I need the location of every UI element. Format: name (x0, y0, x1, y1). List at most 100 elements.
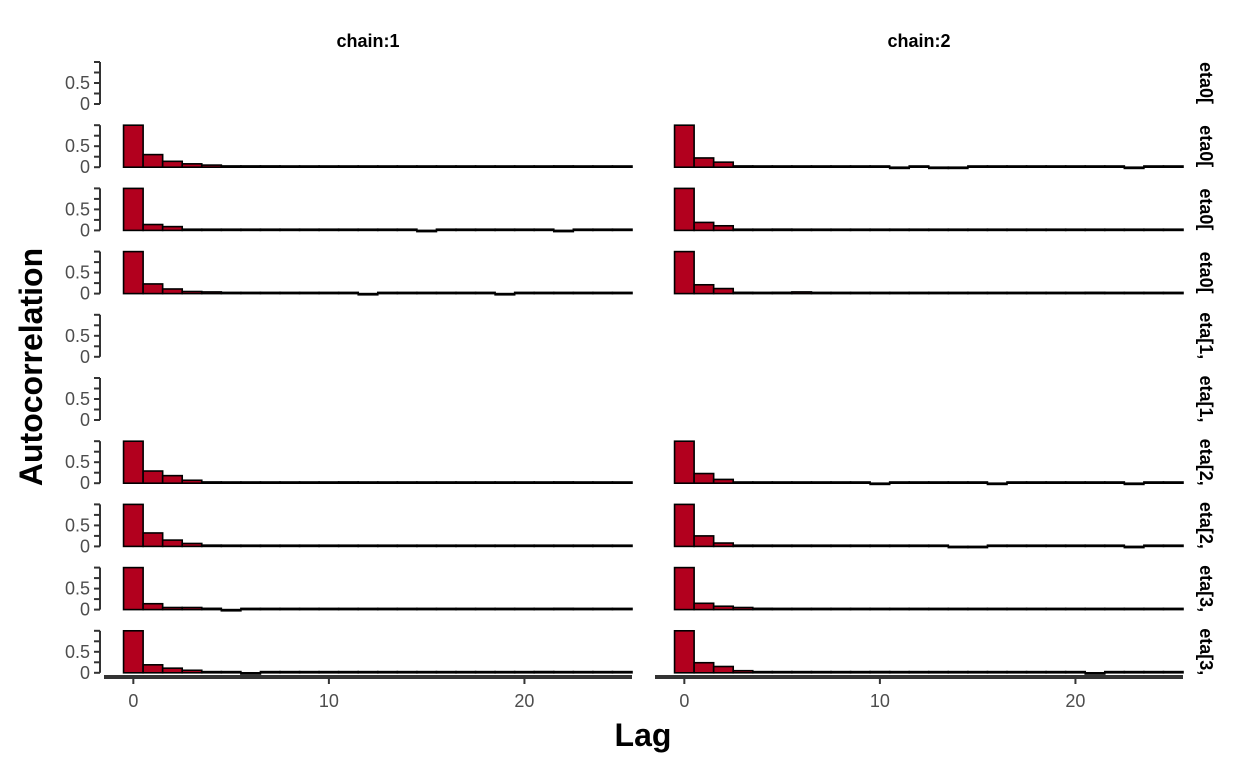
y-tick-label: 0 (80, 220, 90, 240)
column-strip-label: chain:1 (336, 31, 399, 51)
acf-bar (1006, 544, 1028, 548)
acf-bar (1045, 165, 1067, 169)
acf-bar (1123, 545, 1145, 549)
acf-bar (1123, 482, 1145, 486)
acf-bar (396, 607, 418, 611)
acf-bar (298, 544, 320, 548)
acf-bar (1103, 670, 1126, 674)
acf-bar (435, 228, 457, 232)
x-axes: 0 10 20 0 10 20 (104, 675, 1183, 711)
acf-bar (200, 607, 223, 611)
acf-bar (1064, 165, 1087, 169)
acf-bar (455, 165, 477, 169)
acf-bar (240, 291, 262, 295)
acf-bar (1143, 165, 1165, 169)
acf-bar (810, 481, 832, 485)
acf-bar (693, 602, 715, 611)
acf-bar (927, 544, 950, 548)
acf-bar (122, 187, 144, 232)
acf-bar (1064, 607, 1087, 611)
acf-bar (200, 670, 223, 674)
row-strips: eta0[eta0[eta0[eta0[eta[1, eta[1, eta[2, et… (1196, 62, 1216, 675)
y-axis-row-6: 00.5 (65, 440, 101, 493)
acf-bar (791, 544, 813, 548)
y-tick-label: 0 (80, 347, 90, 367)
acf-bar (337, 165, 360, 169)
acf-bar (435, 670, 457, 674)
acf-bar (220, 670, 242, 674)
acf-bar (513, 165, 536, 169)
acf-bar (673, 566, 695, 611)
acf-bar (986, 544, 1008, 548)
acf-bar (791, 670, 813, 674)
acf-bar (810, 165, 832, 169)
acf-bar (200, 228, 223, 232)
acf-bar (1123, 291, 1145, 295)
acf-bar (279, 481, 301, 485)
acf-bar (513, 607, 536, 611)
acf-bar (337, 670, 360, 674)
panel-r8-c1 (673, 566, 1184, 611)
acf-bar (1084, 228, 1106, 232)
acf-bar (771, 291, 793, 295)
acf-bar (751, 481, 774, 485)
acf-bar (732, 481, 754, 485)
acf-bar (337, 544, 360, 548)
acf-bar (142, 470, 164, 484)
row-strip-label: eta0[ (1196, 252, 1216, 294)
acf-bar (1045, 291, 1067, 295)
acf-bar (1143, 670, 1165, 674)
panel-r9-c0 (122, 629, 633, 675)
acf-bar (1064, 544, 1087, 548)
acf-bar (592, 165, 614, 169)
acf-bar (592, 228, 614, 232)
acf-bar (927, 481, 950, 485)
acf-bar (474, 544, 496, 548)
acf-bar (1143, 544, 1165, 548)
y-axis-title: Autocorrelation (13, 248, 49, 486)
acf-bar (396, 481, 418, 485)
acf-bar (494, 228, 516, 232)
acf-bar (1045, 544, 1067, 548)
acf-bar (1025, 544, 1047, 548)
acf-bar (1103, 291, 1126, 295)
acf-bar (967, 165, 989, 169)
acf-bar (533, 607, 555, 611)
acf-bar (1123, 166, 1145, 170)
acf-bar (830, 607, 852, 611)
acf-bar (1006, 165, 1028, 169)
y-tick-label: 0 (80, 284, 90, 304)
acf-bar (122, 124, 144, 168)
acf-bar (513, 544, 536, 548)
acf-bar (552, 481, 575, 485)
y-tick-label: 0 (80, 600, 90, 620)
acf-bar (142, 532, 164, 548)
acf-bar (967, 545, 989, 549)
acf-bar (435, 481, 457, 485)
acf-bar (791, 165, 813, 169)
acf-bar (849, 670, 871, 674)
acf-bar (435, 607, 457, 611)
x-axis-col-1: 0 10 20 (655, 675, 1183, 711)
acf-bar (396, 228, 418, 232)
acf-bar (396, 165, 418, 169)
acf-bar (771, 228, 793, 232)
acf-bar (435, 165, 457, 169)
y-tick-label: 0.5 (65, 73, 90, 93)
acf-bar (673, 124, 695, 168)
acf-bar (220, 165, 242, 169)
acf-bar (693, 535, 715, 548)
row-strip-label: eta0[ (1196, 188, 1216, 230)
acf-bar (849, 544, 871, 548)
y-tick-label: 0 (80, 663, 90, 683)
acf-bar (572, 607, 594, 611)
acf-bar (1143, 291, 1165, 295)
acf-bar (416, 229, 438, 233)
acf-bar (1103, 165, 1126, 169)
acf-bar (161, 288, 184, 295)
acf-bar (318, 291, 340, 295)
acf-bar (161, 160, 184, 169)
acf-bar (1162, 481, 1184, 485)
acf-bar (1025, 481, 1047, 485)
acf-bar (298, 481, 320, 485)
